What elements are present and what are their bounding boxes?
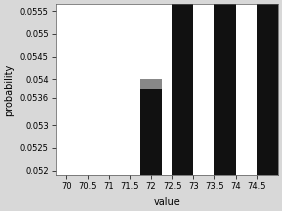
- Bar: [172, 0, 193, 175]
- Bar: [140, 80, 162, 89]
- Bar: [257, 0, 278, 175]
- Y-axis label: probability: probability: [4, 64, 14, 116]
- Bar: [140, 89, 162, 175]
- Bar: [214, 0, 235, 175]
- X-axis label: value: value: [153, 197, 180, 207]
